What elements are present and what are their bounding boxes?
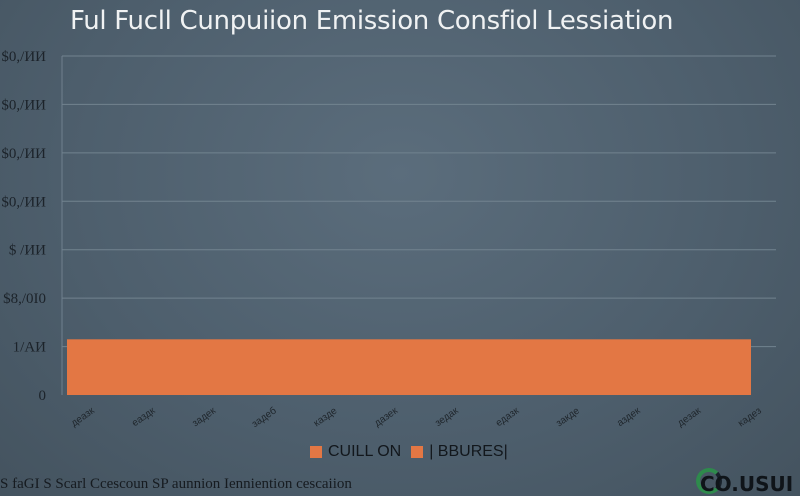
logo-ring-icon [696,468,722,494]
y-tick-label-6: $0,/ИИ [1,97,46,113]
y-tick-label-0: 0 [39,388,47,404]
chart-title: Ful Fucll Cunpuiion Emission Consfiol Le… [70,6,674,36]
x-tick-label-1: еаздк [130,405,158,429]
x-tick-label-6: зедак [433,405,461,429]
y-tick-label-3: $ /ИИ [9,243,46,259]
y-tick-label-5: $0,/ИИ [1,146,46,162]
x-tick-label-5: дазек [373,405,401,429]
x-tick-label-11: кадез [736,405,764,429]
bars [67,339,751,395]
legend-label-2: | BBURES| [429,443,508,460]
x-tick-label-3: задеб [249,404,278,430]
x-tick-label-0: деазк [69,405,97,429]
x-tick-label-9: аздек [615,405,643,429]
y-axis-ticks: 0 1/АИ $8,/0I0 $ /ИИ $0,/ИИ $0,/ИИ $0,/ИИ $0,/И… [1,49,46,404]
brand-logo: CO.USUI [696,467,793,496]
x-tick-label-8: закде [554,405,582,429]
legend: CUILL ON | BBURES| [310,443,508,461]
x-tick-label-2: задек [190,405,218,429]
x-tick-label-4: казде [312,405,340,429]
y-tick-label-4: $0,/ИИ [1,194,46,210]
bar-0 [67,339,751,395]
x-tick-label-7: едазк [494,405,522,429]
logo-text: CO.USUI [700,472,794,496]
footer-note: S faGI S Scarl Ccescoun SP aunnion Ienni… [0,476,352,492]
legend-swatch-2 [411,446,424,458]
legend-item-2: | BBURES| [411,443,508,461]
legend-label-1: CUILL ON [328,443,402,460]
y-tick-label-1: 1/АИ [13,340,47,356]
x-axis-ticks: деазк еаздк задек задеб казде дазек зедак едазк… [69,404,764,430]
y-tick-label-7: $0,/ИИ [1,49,46,65]
legend-item-1: CUILL ON [310,443,401,461]
legend-swatch-1 [310,446,322,458]
y-tick-label-2: $8,/0I0 [3,291,46,307]
x-tick-label-10: дезак [676,405,704,429]
